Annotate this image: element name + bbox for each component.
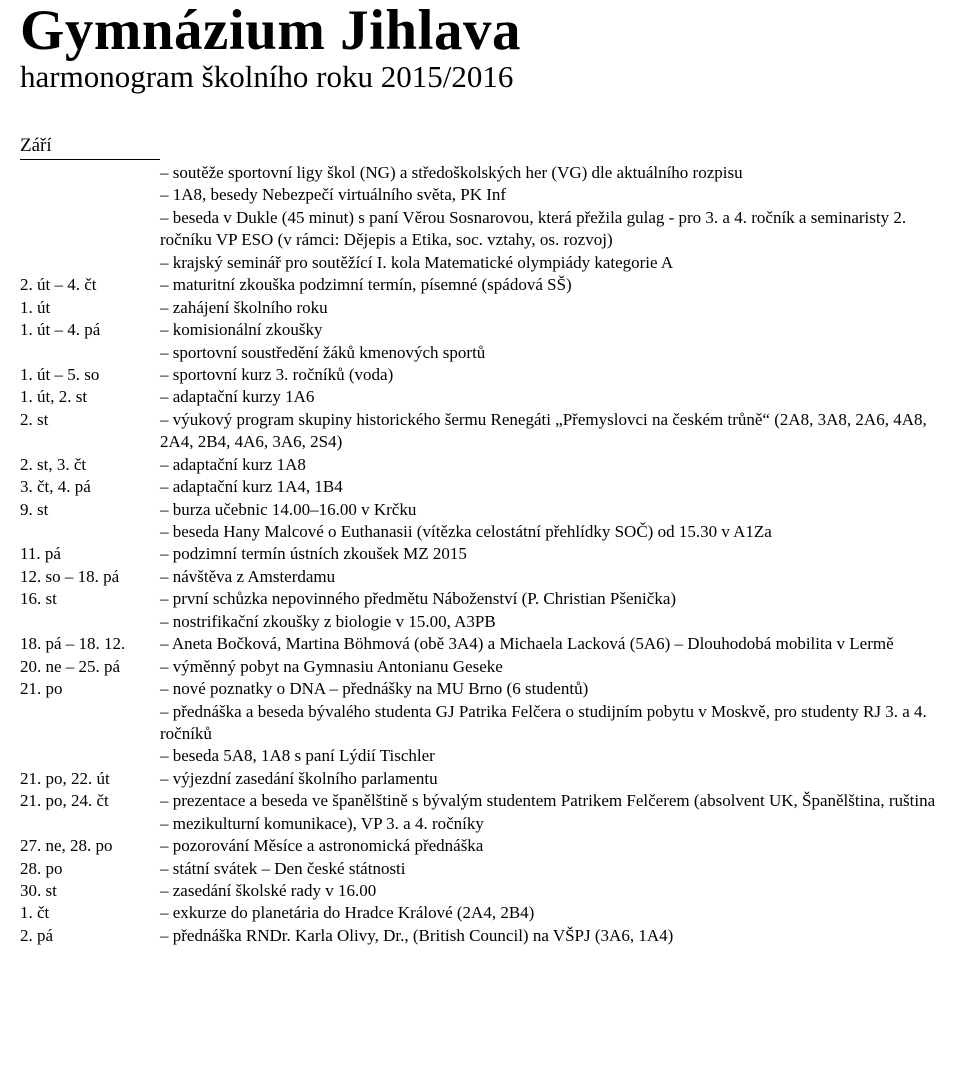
row-text: sportovní kurz 3. ročníků (voda) bbox=[160, 364, 940, 386]
schedule-row: sportovní soustředění žáků kmenových spo… bbox=[20, 342, 940, 364]
row-text: nostrifikační zkoušky z biologie v 15.00… bbox=[160, 611, 940, 633]
row-text: burza učebnic 14.00–16.00 v Krčku bbox=[160, 499, 940, 521]
schedule-row: 1. útzahájení školního roku bbox=[20, 297, 940, 319]
row-date: 28. po bbox=[20, 858, 160, 880]
schedule-row: nostrifikační zkoušky z biologie v 15.00… bbox=[20, 611, 940, 633]
row-date: 2. st bbox=[20, 409, 160, 431]
schedule-row: 16. stprvní schůzka nepovinného předmětu… bbox=[20, 588, 940, 610]
schedule-row: 21. po, 24. čtprezentace a beseda ve špa… bbox=[20, 790, 940, 835]
row-text: exkurze do planetária do Hradce Králové … bbox=[160, 902, 940, 924]
row-date: 2. út – 4. čt bbox=[20, 274, 160, 296]
row-text: beseda v Dukle (45 minut) s paní Věrou S… bbox=[160, 207, 940, 252]
row-text: přednáška a beseda bývalého studenta GJ … bbox=[160, 701, 940, 746]
row-text: krajský seminář pro soutěžící I. kola Ma… bbox=[160, 252, 940, 274]
row-text: prezentace a beseda ve španělštině s býv… bbox=[160, 790, 940, 835]
schedule-row: 11. pápodzimní termín ústních zkoušek MZ… bbox=[20, 543, 940, 565]
schedule-row: soutěže sportovní ligy škol (NG) a střed… bbox=[20, 162, 940, 184]
row-text: sportovní soustředění žáků kmenových spo… bbox=[160, 342, 940, 364]
row-date: 3. čt, 4. pá bbox=[20, 476, 160, 498]
row-text: státní svátek – Den české státnosti bbox=[160, 858, 940, 880]
schedule-row: 12. so – 18. pánávštěva z Amsterdamu bbox=[20, 566, 940, 588]
schedule-row: 27. ne, 28. popozorování Měsíce a astron… bbox=[20, 835, 940, 857]
row-text: maturitní zkouška podzimní termín, písem… bbox=[160, 274, 940, 296]
page-title: Gymnázium Jihlava bbox=[20, 2, 940, 59]
row-text: adaptační kurz 1A8 bbox=[160, 454, 940, 476]
schedule-entries: soutěže sportovní ligy škol (NG) a střed… bbox=[20, 162, 940, 947]
row-text: Aneta Bočková, Martina Böhmová (obě 3A4)… bbox=[160, 633, 940, 655]
row-text: soutěže sportovní ligy škol (NG) a střed… bbox=[160, 162, 940, 184]
row-date: 9. st bbox=[20, 499, 160, 521]
row-text: adaptační kurzy 1A6 bbox=[160, 386, 940, 408]
schedule-row: 30. stzasedání školské rady v 16.00 bbox=[20, 880, 940, 902]
schedule-row: 28. postátní svátek – Den české státnost… bbox=[20, 858, 940, 880]
row-date: 1. út bbox=[20, 297, 160, 319]
row-date: 11. pá bbox=[20, 543, 160, 565]
schedule-row: krajský seminář pro soutěžící I. kola Ma… bbox=[20, 252, 940, 274]
page-subtitle: harmonogram školního roku 2015/2016 bbox=[20, 59, 940, 95]
row-date: 12. so – 18. pá bbox=[20, 566, 160, 588]
schedule-row: 21. ponové poznatky o DNA – přednášky na… bbox=[20, 678, 940, 700]
row-date: 2. pá bbox=[20, 925, 160, 947]
schedule-row: 9. stburza učebnic 14.00–16.00 v Krčku bbox=[20, 499, 940, 521]
schedule-row: přednáška a beseda bývalého studenta GJ … bbox=[20, 701, 940, 746]
row-text: podzimní termín ústních zkoušek MZ 2015 bbox=[160, 543, 940, 565]
row-text: zasedání školské rady v 16.00 bbox=[160, 880, 940, 902]
row-date: 1. út – 4. pá bbox=[20, 319, 160, 341]
row-date: 16. st bbox=[20, 588, 160, 610]
row-text: nové poznatky o DNA – přednášky na MU Br… bbox=[160, 678, 940, 700]
schedule-row: 2. stvýukový program skupiny historickéh… bbox=[20, 409, 940, 454]
row-text: návštěva z Amsterdamu bbox=[160, 566, 940, 588]
row-text: výjezdní zasedání školního parlamentu bbox=[160, 768, 940, 790]
row-text: výměnný pobyt na Gymnasiu Antonianu Gese… bbox=[160, 656, 940, 678]
row-text: pozorování Měsíce a astronomická přednáš… bbox=[160, 835, 940, 857]
schedule-row: beseda 5A8, 1A8 s paní Lýdií Tischler bbox=[20, 745, 940, 767]
schedule-row: 18. pá – 18. 12.Aneta Bočková, Martina B… bbox=[20, 633, 940, 655]
schedule-row: 1. út – 5. sosportovní kurz 3. ročníků (… bbox=[20, 364, 940, 386]
row-text: komisionální zkoušky bbox=[160, 319, 940, 341]
row-text: beseda Hany Malcové o Euthanasii (vítězk… bbox=[160, 521, 940, 543]
schedule-row: 1. út – 4. pákomisionální zkoušky bbox=[20, 319, 940, 341]
row-date: 30. st bbox=[20, 880, 160, 902]
row-text: beseda 5A8, 1A8 s paní Lýdií Tischler bbox=[160, 745, 940, 767]
month-heading: Září bbox=[20, 135, 160, 160]
row-date: 1. út – 5. so bbox=[20, 364, 160, 386]
page: Gymnázium Jihlava harmonogram školního r… bbox=[0, 0, 960, 967]
row-date: 21. po bbox=[20, 678, 160, 700]
row-date: 1. čt bbox=[20, 902, 160, 924]
row-date: 27. ne, 28. po bbox=[20, 835, 160, 857]
row-date: 20. ne – 25. pá bbox=[20, 656, 160, 678]
row-text: zahájení školního roku bbox=[160, 297, 940, 319]
schedule-row: 2. út – 4. čtmaturitní zkouška podzimní … bbox=[20, 274, 940, 296]
schedule-row: 1. čtexkurze do planetária do Hradce Krá… bbox=[20, 902, 940, 924]
row-text: první schůzka nepovinného předmětu Nábož… bbox=[160, 588, 940, 610]
schedule-row: 1. út, 2. stadaptační kurzy 1A6 bbox=[20, 386, 940, 408]
row-date: 2. st, 3. čt bbox=[20, 454, 160, 476]
row-date: 21. po, 24. čt bbox=[20, 790, 160, 812]
schedule-row: 1A8, besedy Nebezpečí virtuálního světa,… bbox=[20, 184, 940, 206]
schedule-row: 2. st, 3. čtadaptační kurz 1A8 bbox=[20, 454, 940, 476]
row-date: 21. po, 22. út bbox=[20, 768, 160, 790]
row-text: přednáška RNDr. Karla Olivy, Dr., (Briti… bbox=[160, 925, 940, 947]
schedule-row: 3. čt, 4. páadaptační kurz 1A4, 1B4 bbox=[20, 476, 940, 498]
schedule-row: beseda Hany Malcové o Euthanasii (vítězk… bbox=[20, 521, 940, 543]
row-date: 18. pá – 18. 12. bbox=[20, 633, 160, 655]
schedule-row: 21. po, 22. útvýjezdní zasedání školního… bbox=[20, 768, 940, 790]
row-date: 1. út, 2. st bbox=[20, 386, 160, 408]
schedule-row: beseda v Dukle (45 minut) s paní Věrou S… bbox=[20, 207, 940, 252]
schedule-row: 20. ne – 25. pávýměnný pobyt na Gymnasiu… bbox=[20, 656, 940, 678]
row-text: výukový program skupiny historického šer… bbox=[160, 409, 940, 454]
row-text: adaptační kurz 1A4, 1B4 bbox=[160, 476, 940, 498]
row-text: 1A8, besedy Nebezpečí virtuálního světa,… bbox=[160, 184, 940, 206]
schedule-row: 2. pápřednáška RNDr. Karla Olivy, Dr., (… bbox=[20, 925, 940, 947]
